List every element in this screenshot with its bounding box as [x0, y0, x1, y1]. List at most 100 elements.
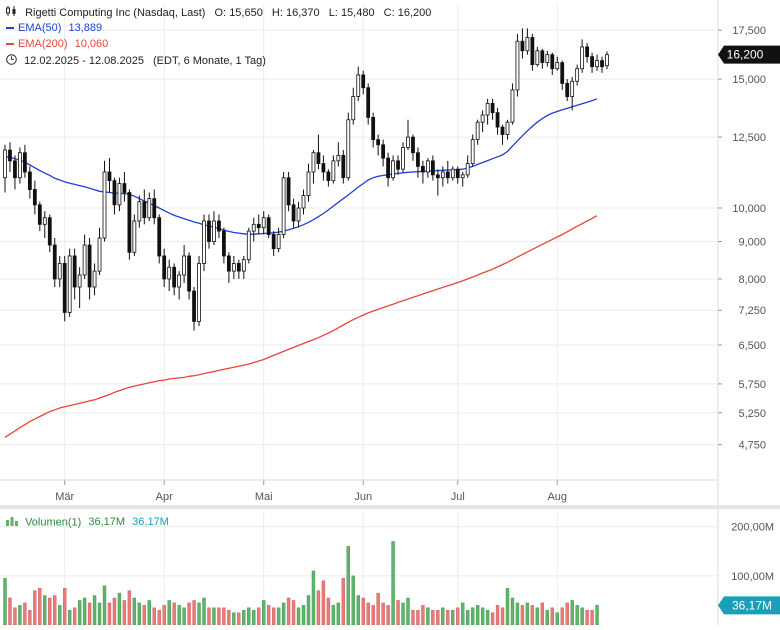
volume-bar [271, 607, 276, 626]
candle [152, 189, 157, 225]
volume-bar [276, 607, 281, 626]
candle-body-up [42, 217, 47, 225]
volume-bar [366, 602, 370, 626]
candle-body-up [510, 89, 515, 123]
candle [157, 214, 162, 264]
volume-bar [167, 600, 171, 626]
candle [251, 217, 256, 242]
candle [545, 50, 550, 67]
candle [107, 158, 112, 193]
candle-body-up [595, 60, 599, 68]
candle-body-down [381, 144, 386, 159]
volume-bar [520, 605, 525, 626]
candle-body-up [515, 40, 520, 91]
candle-body-down [107, 171, 112, 182]
volume-bar [3, 578, 7, 626]
volume-bar [555, 612, 559, 626]
volume-bar [217, 607, 221, 626]
volume-icon [6, 516, 18, 529]
candle-body-up [3, 149, 7, 179]
candle-body-up [346, 119, 351, 179]
volume-bar [296, 607, 301, 626]
volume-bar [416, 610, 420, 626]
candle-body-down [600, 60, 604, 68]
candle-body-down [286, 177, 291, 206]
volume-value-a: 36,17M [88, 516, 126, 529]
volume-bar [227, 610, 231, 626]
volume-bar [391, 541, 395, 626]
candle-body-up [276, 234, 281, 250]
volume-bar [475, 605, 480, 626]
candle-body-up [167, 266, 172, 280]
volume-bar [58, 605, 62, 626]
candle-body-up [470, 139, 475, 164]
volume-bar [202, 597, 206, 626]
ema200-value: 10,060 [74, 38, 109, 50]
ema50-value: 13,889 [68, 22, 103, 34]
volume-bar [13, 607, 17, 626]
volume-bar [316, 590, 321, 626]
candle [37, 201, 42, 232]
candle-body-up [460, 174, 465, 179]
candle-body-down [366, 87, 371, 118]
candle-body-up [231, 263, 236, 272]
chart-title-line: Rigetti Computing Inc (Nasdaq, Last) O: … [6, 6, 431, 19]
ema200-label: EMA(200) [18, 38, 68, 50]
volume-bar [127, 590, 132, 626]
candle [256, 214, 261, 235]
candle-body-up [545, 54, 550, 64]
candle [77, 267, 82, 309]
volume-bar [53, 595, 57, 626]
candle-body-up [480, 114, 485, 123]
candle-body-down [326, 171, 331, 182]
candle-body-up [605, 54, 609, 67]
price-tick-label: 15,000 [732, 74, 766, 86]
last-price-tag [718, 45, 780, 64]
candle [475, 119, 480, 145]
volume-bar [172, 602, 176, 626]
legend-ema50[interactable]: EMA(50) 13,889 [6, 22, 102, 34]
candle-body-down [122, 183, 127, 193]
volume-bar [336, 602, 341, 626]
volume-bar [177, 605, 181, 626]
candle-body-down [127, 192, 132, 253]
candle-body-up [331, 160, 336, 182]
volume-bar [456, 607, 460, 626]
candle-body-down [72, 255, 77, 288]
legend-ema200[interactable]: EMA(200) 10,060 [6, 38, 108, 50]
volume-bar [232, 612, 236, 626]
candle-body-up [212, 220, 216, 242]
candle [132, 214, 137, 256]
candle-body-down [207, 220, 211, 242]
volume-bar [67, 610, 72, 626]
candle [162, 248, 167, 287]
volume-label: Volumen(1) [25, 516, 82, 529]
candle-body-up [575, 68, 580, 82]
date-range-text: 12.02.2025 - 12.08.2025 [24, 54, 144, 67]
candle-body-down [152, 198, 157, 219]
volume-bar [207, 607, 211, 626]
volume-bar [192, 600, 196, 626]
volume-bar [505, 587, 510, 626]
candle-body-down [376, 139, 381, 146]
candle [137, 195, 142, 228]
candle [222, 227, 226, 264]
candle [197, 255, 201, 326]
candle-body-down [590, 56, 594, 68]
volume-bar [112, 597, 117, 626]
ohlc-open: 15,650 [229, 7, 263, 19]
candle [416, 147, 420, 178]
candle-body-down [217, 220, 221, 232]
price-tick-label: 5,250 [738, 408, 766, 420]
volume-bar [585, 610, 589, 626]
ema200-line [4, 215, 598, 438]
volume-bar [117, 592, 122, 626]
volume-bar [480, 607, 485, 626]
candle-body-up [401, 147, 405, 170]
volume-tag [718, 596, 780, 615]
candle-body-down [87, 244, 92, 288]
volume-value-b: 36,17M [132, 516, 169, 529]
candle-body-down [416, 152, 420, 167]
symbol-title: Rigetti Computing Inc (Nasdaq, Last) [25, 7, 206, 19]
